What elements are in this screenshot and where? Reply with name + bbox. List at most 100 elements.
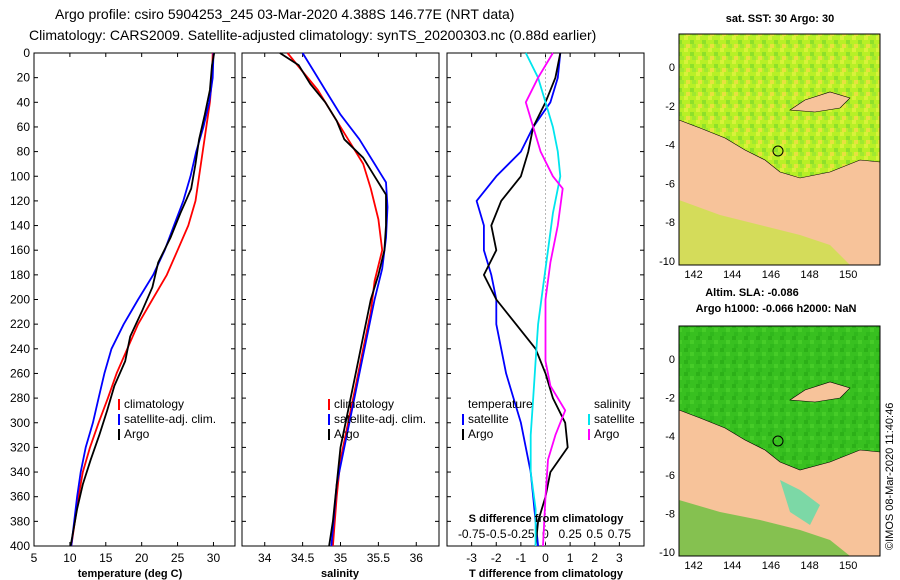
salinity-xlabel: salinity	[321, 568, 360, 580]
map-sst-island	[789, 91, 851, 113]
x-tick-label: 30	[207, 551, 221, 565]
depth-tick-label: 20	[17, 71, 31, 85]
legend-t-argo: Argo	[468, 427, 494, 441]
map-tick-labels: 142 144 146 148 150 0 -2 -4 -6 -8 -10 142 144 146 148 1…	[659, 62, 857, 572]
map-lat-tick: -4	[665, 431, 675, 443]
map-sst-argo-marker	[772, 145, 784, 157]
depth-tick-label: 140	[10, 219, 30, 233]
s-diff-tick-label: -0.25	[507, 527, 535, 541]
depth-tick-label: 220	[10, 317, 30, 331]
map-lat-tick: 0	[669, 354, 675, 366]
x-tick-label: 34	[258, 551, 272, 565]
series-line-argo	[69, 52, 216, 547]
x-tick-label: 25	[171, 551, 185, 565]
map-sla-frame	[678, 325, 881, 557]
difference-xlabel-2: S difference from climatology	[469, 513, 625, 525]
x-tick-label: 20	[135, 551, 149, 565]
map-sla-anomaly	[780, 480, 820, 525]
legend-satellite-adj: satellite-adj. clim.	[124, 412, 216, 426]
map-sla-title: Altim. SLA: -0.086	[705, 287, 799, 299]
depth-tick-label: 80	[17, 145, 31, 159]
map-sst-title: sat. SST: 30 Argo: 30	[726, 13, 834, 25]
map-lon-tick: 142	[684, 269, 702, 281]
depth-tick-label: 280	[10, 391, 30, 405]
depth-tick-label: 260	[10, 366, 30, 380]
map-lat-tick: -4	[665, 140, 675, 152]
map-lon-tick: 144	[723, 560, 741, 572]
difference-plot: -3 -2 -1 0 1 2 3-0.75 -0.5 -0.25 0 0.25 0.5 0.75	[458, 52, 632, 565]
legend-s-satellite: satellite	[594, 412, 635, 426]
map-lat-tick: -10	[659, 256, 675, 268]
map-lon-tick: 150	[839, 269, 857, 281]
map-lat-tick: -8	[665, 508, 675, 520]
map-sst-coastal-water	[679, 200, 850, 265]
series-line-satellite-adj-clim-	[70, 52, 215, 547]
map-sst	[678, 33, 881, 266]
x-tick-label: 3	[616, 551, 623, 565]
difference-xlabel: T difference from climatology	[469, 568, 624, 580]
credit-label: ©IMOS 08-Mar-2020 11:40:46	[884, 403, 896, 550]
depth-tick-label: 320	[10, 440, 30, 454]
legend-satellite-adj: satellite-adj. clim.	[334, 412, 426, 426]
x-tick-label: -3	[466, 551, 477, 565]
salinity-legend: climatology satellite-adj. clim. Argo	[328, 397, 426, 441]
legend-climatology: climatology	[334, 397, 394, 411]
temperature-xlabel: temperature (deg C)	[78, 568, 183, 580]
series-line-satellite-adj-clim-	[301, 52, 389, 547]
s-diff-tick-label: 0.5	[586, 527, 603, 541]
x-tick-label: 35	[334, 551, 348, 565]
map-lon-tick: 150	[839, 560, 857, 572]
map-sst-frame	[678, 33, 881, 266]
series-line-t-argo	[483, 52, 569, 547]
depth-tick-label: 360	[10, 490, 30, 504]
s-diff-tick-label: -0.5	[486, 527, 507, 541]
temperature-axes	[33, 52, 236, 547]
map-sla-title-2: Argo h1000: -0.066 h2000: NaN	[696, 303, 857, 315]
map-lon-tick: 146	[762, 269, 780, 281]
map-lat-tick: -2	[665, 393, 675, 405]
depth-tick-label: 400	[10, 539, 30, 553]
depth-tick-label: 0	[23, 46, 30, 60]
x-tick-label: 1	[567, 551, 574, 565]
s-diff-tick-label: 0.75	[608, 527, 632, 541]
x-tick-label: 15	[99, 551, 113, 565]
map-sla	[678, 325, 881, 557]
x-tick-label: 0	[542, 551, 549, 565]
series-line-climatology	[286, 52, 384, 547]
map-lat-tick: -6	[665, 178, 675, 190]
depth-tick-label: 380	[10, 514, 30, 528]
s-diff-tick-label: 0.25	[558, 527, 582, 541]
depth-tick-labels: 0 20 40 60 80 100 120 140 160 180 200 220 240 260 280 3…	[10, 46, 644, 553]
map-lon-tick: 146	[762, 560, 780, 572]
series-line-climatology	[70, 52, 214, 547]
map-lat-tick: -2	[665, 101, 675, 113]
series-line-s-argo	[524, 52, 567, 547]
depth-tick-label: 160	[10, 243, 30, 257]
salinity-plot: 34 34.5 35 35.5 36	[258, 52, 423, 565]
x-tick-label: -2	[491, 551, 502, 565]
map-lon-tick: 148	[800, 560, 818, 572]
depth-tick-label: 300	[10, 416, 30, 430]
x-tick-label: 5	[31, 551, 38, 565]
legend-argo: Argo	[124, 427, 150, 441]
x-tick-label: 34.5	[291, 551, 315, 565]
legend-salinity-heading: salinity	[594, 397, 631, 411]
map-lon-tick: 142	[684, 560, 702, 572]
map-lon-tick: 144	[723, 269, 741, 281]
legend-s-argo: Argo	[594, 427, 620, 441]
legend-climatology: climatology	[124, 397, 184, 411]
legend-t-satellite: satellite	[468, 412, 509, 426]
map-sla-island	[789, 381, 851, 403]
series-line-s-satellite	[524, 52, 562, 546]
map-lon-tick: 148	[800, 269, 818, 281]
x-tick-label: 35.5	[367, 551, 391, 565]
x-tick-label: 2	[591, 551, 598, 565]
difference-legend: temperature salinity satellite Argo sate…	[462, 397, 635, 441]
s-diff-tick-label: -0.75	[458, 527, 486, 541]
map-lat-tick: 0	[669, 62, 675, 74]
temperature-plot: 5 10 15 20 25 30	[31, 52, 221, 565]
depth-tick-label: 60	[17, 120, 31, 134]
series-line-argo	[279, 52, 387, 547]
depth-tick-label: 40	[17, 95, 31, 109]
